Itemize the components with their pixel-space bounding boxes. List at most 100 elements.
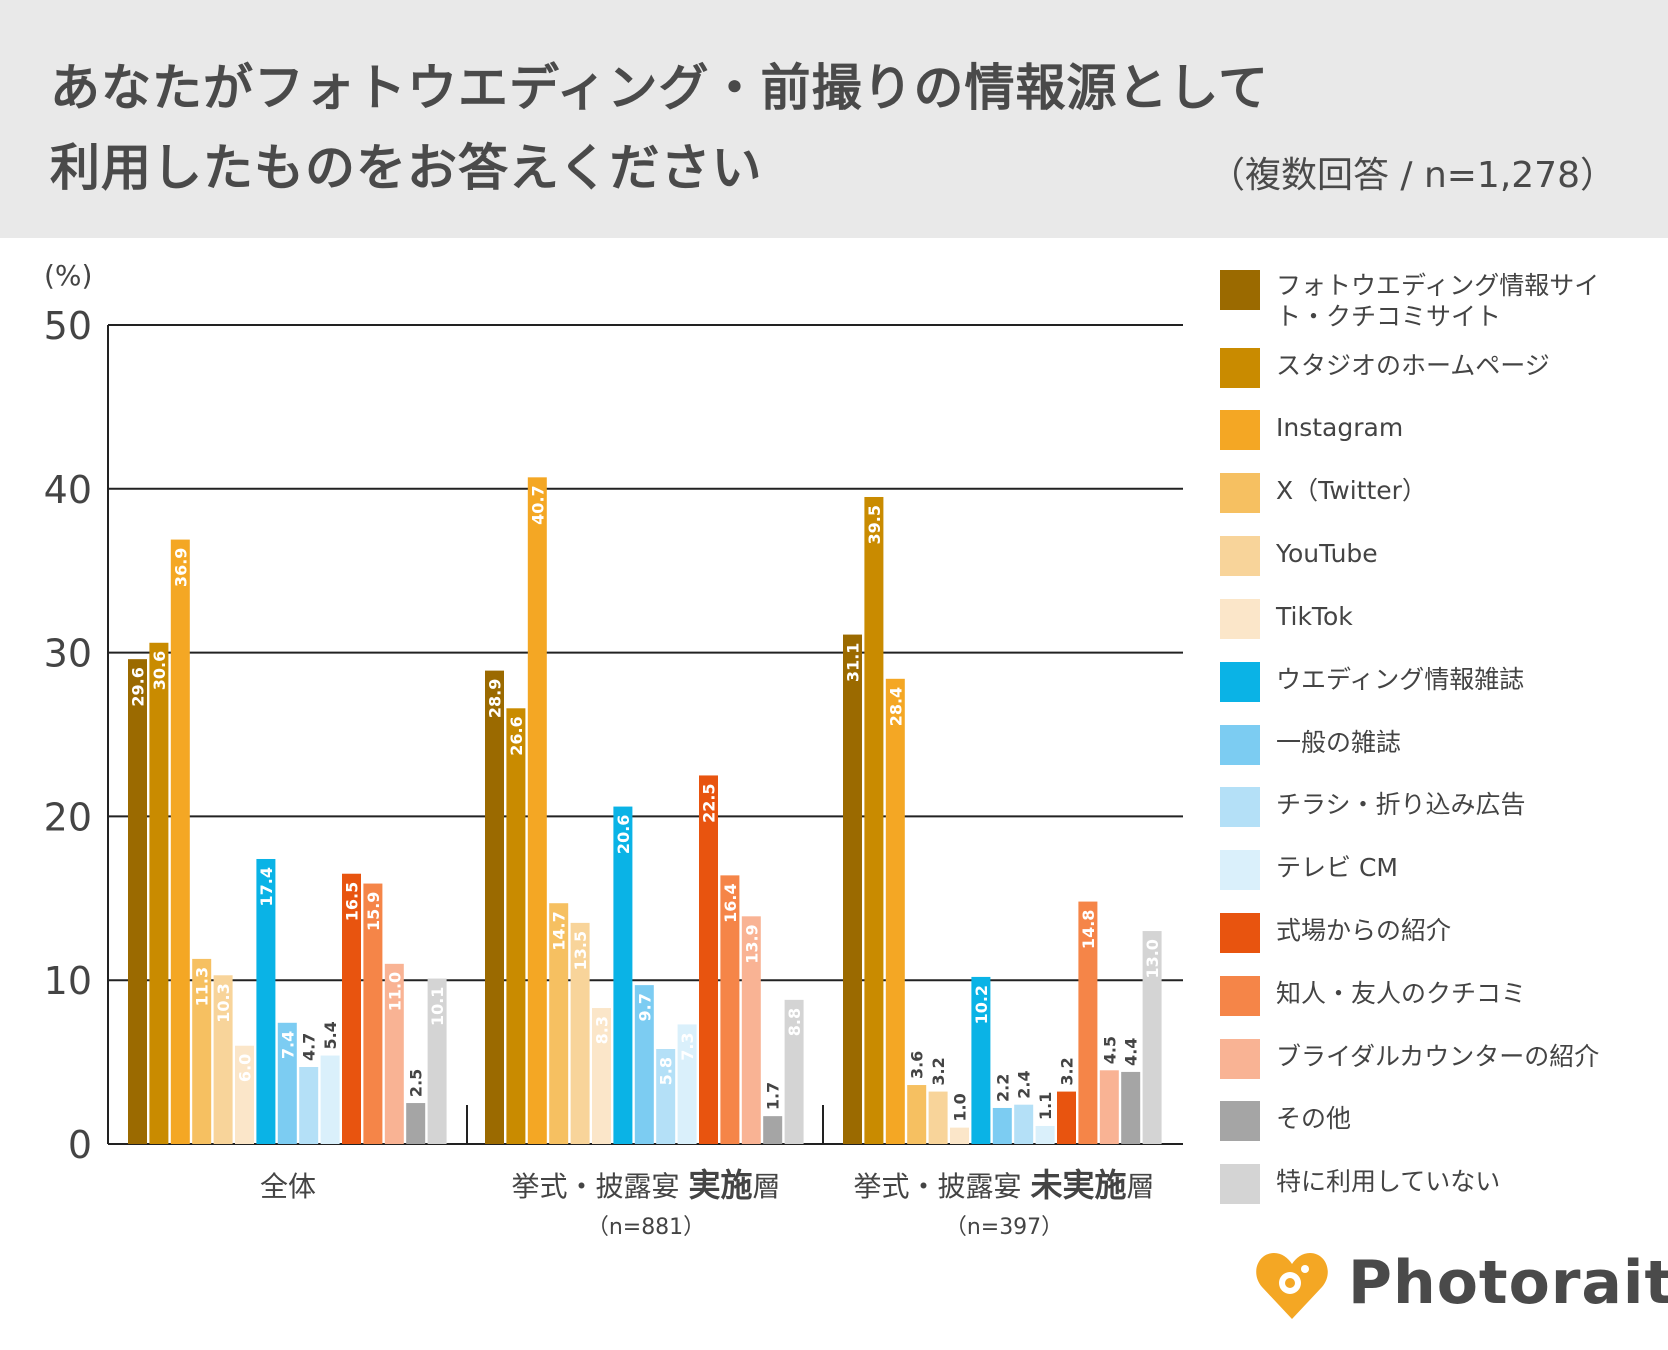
bar <box>427 978 447 1144</box>
bar-value-label: 6.0 <box>236 1054 255 1082</box>
bar <box>763 1116 783 1144</box>
legend-label: フォトウエディング情報サイト・クチコミサイト <box>1276 271 1600 331</box>
bar-value-label: 29.6 <box>129 667 148 706</box>
y-tick-label: 30 <box>44 632 92 676</box>
legend-label: YouTube <box>1276 539 1378 568</box>
legend-item: ブライダルカウンターの紹介 <box>1220 1039 1636 1079</box>
bar-value-label: 9.7 <box>635 993 654 1021</box>
bar <box>1121 1071 1141 1144</box>
bar <box>235 1045 254 1144</box>
bar <box>885 678 905 1144</box>
bar <box>1014 1104 1034 1144</box>
legend-swatch <box>1220 976 1260 1016</box>
legend-item: フォトウエディング情報サイト・クチコミサイト <box>1220 270 1636 332</box>
bar-value-label: 16.4 <box>721 883 740 922</box>
bar <box>907 1085 927 1144</box>
legend-swatch <box>1220 1101 1260 1141</box>
bar <box>192 958 212 1144</box>
bar <box>277 1022 297 1144</box>
bar <box>1099 1070 1119 1144</box>
bar <box>1057 1091 1076 1144</box>
legend-swatch <box>1220 473 1260 513</box>
bar-value-label: 16.5 <box>343 882 362 921</box>
bar-value-label: 10.2 <box>972 985 991 1024</box>
bar-value-label: 13.9 <box>742 924 761 963</box>
x-group-label: 挙式・披露宴 未実施層 <box>854 1166 1155 1204</box>
header: あなたがフォトウエディング・前撮りの情報源として 利用したものをお答えください … <box>0 0 1668 238</box>
legend-swatch <box>1220 410 1260 450</box>
bar-value-label: 15.9 <box>364 892 383 931</box>
legend-item: 特に利用していない <box>1220 1164 1636 1204</box>
bar-value-label: 5.4 <box>321 1021 340 1049</box>
legend-item: 知人・友人のクチコミ <box>1220 976 1636 1016</box>
legend-swatch <box>1220 850 1260 890</box>
bar <box>406 1103 426 1144</box>
bar <box>843 634 862 1144</box>
bar <box>213 975 233 1144</box>
bar-value-label: 2.2 <box>993 1074 1012 1102</box>
bar-value-label: 7.3 <box>678 1032 697 1060</box>
bar <box>634 985 654 1144</box>
bar <box>342 873 361 1144</box>
bar-value-label: 39.5 <box>865 505 884 544</box>
bar-value-label: 1.7 <box>764 1082 783 1110</box>
bar-value-label: 26.6 <box>507 716 526 755</box>
bar-value-label: 3.6 <box>908 1051 927 1079</box>
legend-label: テレビ CM <box>1276 853 1398 882</box>
bar <box>485 670 504 1144</box>
bar <box>699 775 718 1144</box>
legend-label: チラシ・折り込み広告 <box>1276 790 1526 819</box>
bar-value-label: 2.4 <box>1015 1070 1034 1098</box>
legend-item: 一般の雑誌 <box>1220 725 1636 765</box>
bar-value-label: 1.0 <box>951 1093 970 1121</box>
x-group-label: 全体 <box>260 1170 316 1203</box>
legend-label: X（Twitter） <box>1276 476 1427 505</box>
legend-swatch <box>1220 725 1260 765</box>
legend-item: スタジオのホームページ <box>1220 348 1636 388</box>
bar-value-label: 8.3 <box>593 1016 612 1044</box>
bar-value-label: 40.7 <box>528 485 547 524</box>
legend-label: TikTok <box>1276 602 1353 631</box>
legend-swatch <box>1220 913 1260 953</box>
bar <box>784 999 804 1144</box>
bar <box>928 1091 948 1144</box>
bar <box>677 1024 697 1144</box>
legend-label: ブライダルカウンターの紹介 <box>1276 1042 1600 1071</box>
legend-swatch <box>1220 599 1260 639</box>
bar-value-label: 4.7 <box>300 1033 319 1061</box>
legend-item: ウエディング情報雑誌 <box>1220 662 1636 702</box>
bar <box>320 1055 340 1144</box>
bar-value-label: 10.1 <box>428 987 447 1026</box>
bar <box>971 976 991 1144</box>
bar <box>363 883 383 1144</box>
legend-label: スタジオのホームページ <box>1276 351 1550 380</box>
bar <box>741 916 761 1144</box>
bar <box>1078 901 1098 1144</box>
bar-value-label: 13.5 <box>571 931 590 970</box>
y-tick-label: 50 <box>44 304 92 348</box>
legend-item: 式場からの紹介 <box>1220 913 1636 953</box>
bar-value-label: 10.3 <box>214 983 233 1022</box>
bar-value-label: 1.1 <box>1036 1092 1055 1120</box>
bar-value-label: 11.3 <box>193 967 212 1006</box>
legend-item: その他 <box>1220 1101 1636 1141</box>
y-tick-label: 20 <box>44 795 92 839</box>
bar <box>170 539 190 1144</box>
legend-item: X（Twitter） <box>1220 473 1636 513</box>
legend-item: YouTube <box>1220 536 1636 576</box>
bar-value-label: 28.4 <box>886 687 905 726</box>
y-tick-label: 0 <box>68 1123 92 1167</box>
chart-title-line2: 利用したものをお答えください <box>50 139 763 197</box>
bar <box>1035 1125 1055 1144</box>
legend-label: 特に利用していない <box>1276 1167 1501 1196</box>
legend-swatch <box>1220 270 1260 310</box>
legend-label: その他 <box>1276 1104 1352 1133</box>
bar-value-label: 4.4 <box>1122 1038 1141 1066</box>
bar-value-label: 3.2 <box>1058 1057 1077 1085</box>
brand-logo: Photorait <box>1252 1245 1668 1325</box>
bar-value-label: 13.0 <box>1143 939 1162 978</box>
heart-pin-icon <box>1256 1253 1328 1319</box>
bar <box>720 875 740 1144</box>
bar-value-label: 4.5 <box>1100 1036 1119 1064</box>
bar <box>549 903 569 1144</box>
